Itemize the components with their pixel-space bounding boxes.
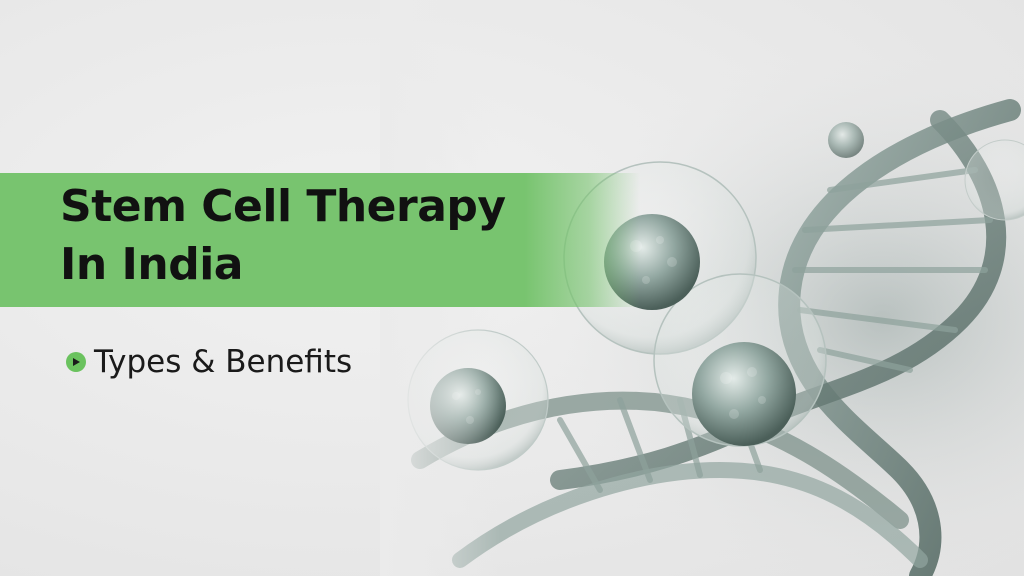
subtitle: Types & Benefits: [94, 344, 353, 380]
title-banner: [0, 173, 640, 307]
title-line-1: Stem Cell Therapy: [60, 181, 506, 232]
play-bullet-icon: [66, 352, 86, 372]
page-title: Stem Cell Therapy In India: [60, 178, 506, 294]
subtitle-row: Types & Benefits: [66, 340, 352, 384]
title-line-2: In India: [60, 239, 243, 290]
